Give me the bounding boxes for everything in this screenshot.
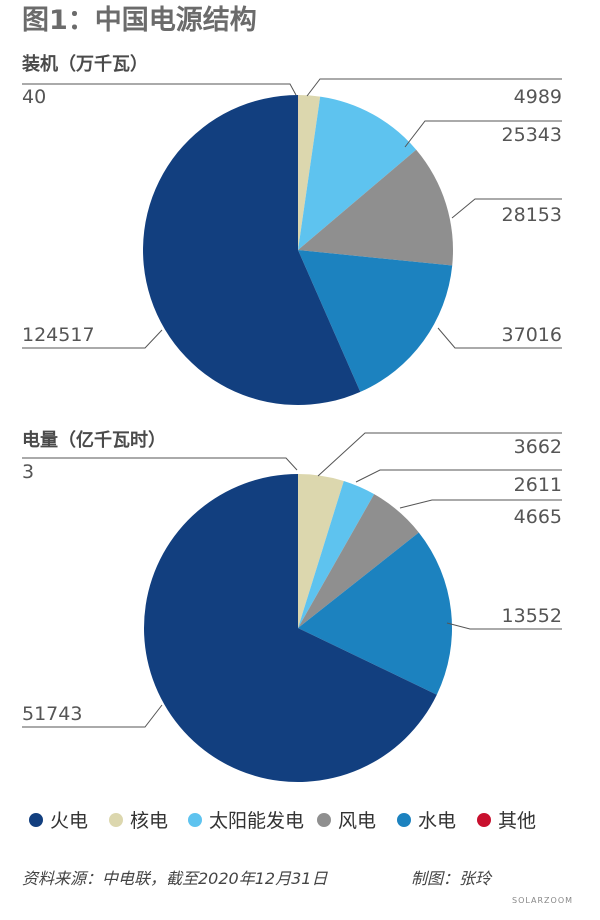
legend-swatch-wind: [317, 813, 331, 827]
credit-note: 制图：张玲: [411, 869, 493, 888]
legend-label-solar: 太阳能发电: [209, 810, 304, 832]
legend-swatch-solar: [188, 813, 202, 827]
legend-swatch-thermal: [29, 813, 43, 827]
generation-leader-nuclear: [317, 432, 562, 477]
source-note: 资料来源：中电联，截至2020年12月31日: [22, 869, 328, 888]
legend-label-thermal: 火电: [50, 810, 88, 832]
capacity-slice-wind: [298, 149, 453, 266]
generation-value-label-other: 3: [22, 461, 34, 483]
capacity-leader-solar: [404, 120, 562, 148]
capacity-slice-solar: [298, 96, 417, 250]
capacity-leader-nuclear: [306, 78, 562, 97]
capacity-pie-chart: 装机（万千瓦） 40 4989 25343 28153 37016 124517: [22, 53, 562, 405]
legend-label-nuclear: 核电: [130, 810, 168, 832]
capacity-value-label-nuclear: 4989: [514, 86, 562, 108]
capacity-leader-hydro: [437, 327, 562, 349]
generation-slice-wind: [298, 494, 419, 628]
capacity-value-label-solar: 25343: [502, 124, 562, 146]
capacity-slice-hydro: [298, 250, 453, 392]
generation-leader-wind: [399, 499, 562, 509]
generation-slice-hydro: [298, 532, 453, 695]
watermark: SOLARZOOM: [512, 896, 573, 905]
legend-label-other: 其他: [498, 810, 536, 832]
capacity-value-label-wind: 28153: [502, 204, 562, 226]
generation-value-label-solar: 2611: [514, 474, 562, 496]
figure-title: 图1：中国电源结构: [22, 5, 257, 36]
legend-swatch-other: [477, 813, 491, 827]
generation-slice-nuclear: [298, 474, 344, 628]
generation-value-label-wind: 4665: [514, 506, 562, 528]
generation-leader-thermal: [22, 704, 163, 728]
capacity-slice-nuclear: [298, 95, 321, 250]
generation-pie-chart: 电量（亿千瓦时） 3 3662 2611 4665 13552 51743: [22, 429, 562, 782]
generation-slice-solar: [298, 480, 375, 628]
capacity-leader-other: [22, 83, 297, 96]
generation-chart-title: 电量（亿千瓦时）: [22, 429, 166, 451]
legend: 火电 核电 太阳能发电 风电 水电 其他: [29, 810, 536, 832]
generation-leader-other: [22, 457, 298, 471]
capacity-value-label-hydro: 37016: [502, 324, 562, 346]
generation-value-label-nuclear: 3662: [514, 436, 562, 458]
capacity-value-label-thermal: 124517: [22, 324, 95, 346]
generation-slice-thermal: [143, 474, 437, 782]
legend-swatch-nuclear: [109, 813, 123, 827]
generation-leader-solar: [355, 469, 562, 483]
generation-value-label-hydro: 13552: [502, 605, 562, 627]
legend-label-wind: 风电: [338, 810, 376, 832]
generation-leader-hydro: [446, 622, 562, 630]
legend-swatch-hydro: [397, 813, 411, 827]
generation-value-label-thermal: 51743: [22, 703, 82, 725]
capacity-leader-thermal: [22, 329, 163, 349]
capacity-value-label-other: 40: [22, 86, 46, 108]
legend-label-hydro: 水电: [418, 810, 456, 832]
capacity-chart-title: 装机（万千瓦）: [22, 53, 148, 75]
capacity-leader-wind: [451, 198, 562, 219]
capacity-slice-thermal: [143, 95, 361, 405]
